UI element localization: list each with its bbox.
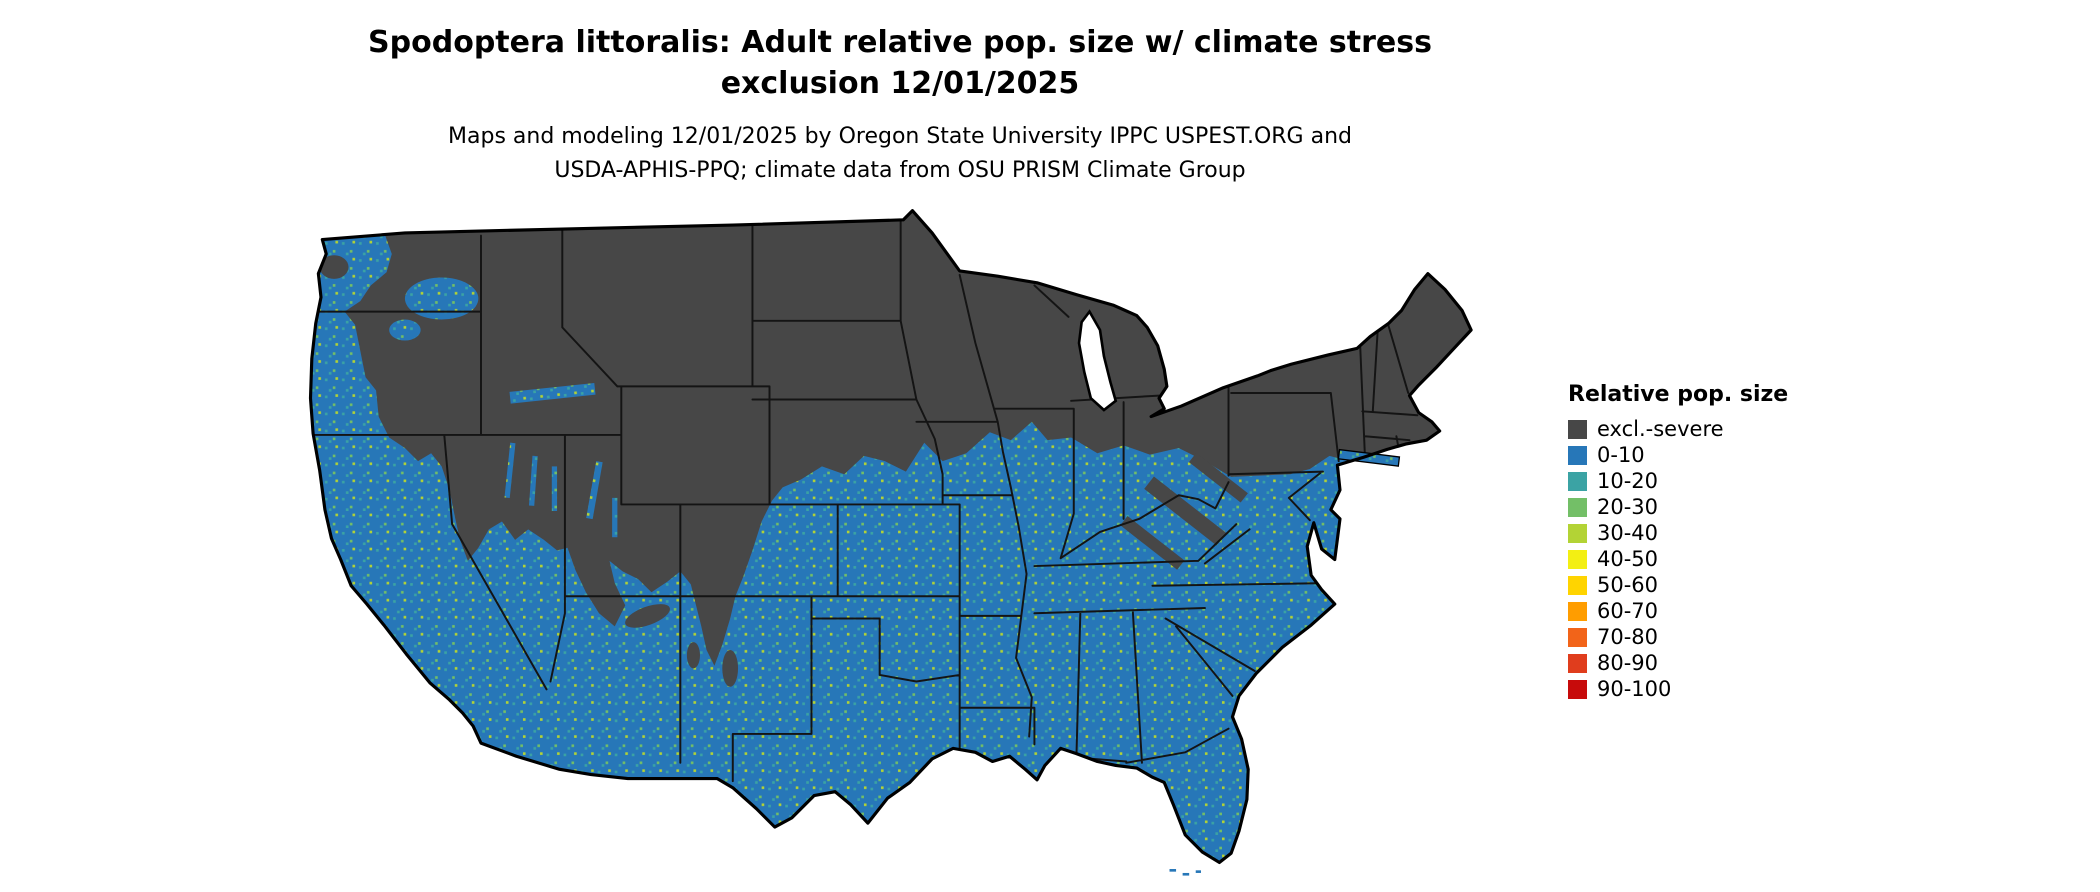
florida-keys [1169, 869, 1201, 876]
map-region-excluded-patches [319, 255, 1248, 687]
legend-entry: 20-30 [1568, 495, 1868, 519]
legend-swatch-70-80 [1568, 627, 1587, 647]
figure-title-line1: Spodoptera littoralis: Adult relative po… [368, 25, 1432, 60]
legend-entry: 50-60 [1568, 573, 1868, 597]
legend-swatch-excl-severe [1568, 419, 1587, 439]
lake-michigan [1077, 309, 1118, 412]
legend-label: 30-40 [1597, 521, 1659, 545]
map-region-suitable-patches [389, 277, 618, 538]
figure-subtitle-line1: Maps and modeling 12/01/2025 by Oregon S… [448, 124, 1352, 149]
legend-swatch-20-30 [1568, 497, 1587, 517]
legend-label: 10-20 [1597, 469, 1659, 493]
legend-label: 20-30 [1597, 495, 1659, 519]
legend-swatch-30-40 [1568, 523, 1587, 543]
map-legend: Relative pop. size excl.-severe 0-10 10-… [1568, 382, 1868, 705]
legend-title: Relative pop. size [1568, 382, 1789, 407]
legend-label: 50-60 [1597, 573, 1659, 597]
legend-swatch-80-90 [1568, 653, 1587, 673]
legend-label: 60-70 [1597, 599, 1659, 623]
legend-entry: 60-70 [1568, 599, 1868, 623]
legend-label: 40-50 [1597, 547, 1659, 571]
legend-entry: 40-50 [1568, 547, 1868, 571]
figure-title-line2: exclusion 12/01/2025 [720, 66, 1080, 101]
legend-entry: 90-100 [1568, 677, 1868, 701]
legend-label: 70-80 [1597, 625, 1659, 649]
legend-entry: 0-10 [1568, 443, 1868, 467]
legend-swatch-60-70 [1568, 601, 1587, 621]
legend-entry: 80-90 [1568, 651, 1868, 675]
us-border-outline [308, 209, 1473, 865]
legend-entry: 70-80 [1568, 625, 1868, 649]
legend-swatch-10-20 [1568, 471, 1587, 491]
legend-label: 0-10 [1597, 443, 1645, 467]
legend-swatch-0-10 [1568, 445, 1587, 465]
us-map [308, 209, 1473, 876]
legend-label: 80-90 [1597, 651, 1659, 675]
figure-header: Spodoptera littoralis: Adult relative po… [285, 22, 1515, 188]
legend-swatch-40-50 [1568, 549, 1587, 569]
figure-title: Spodoptera littoralis: Adult relative po… [285, 22, 1515, 104]
legend-entry: 30-40 [1568, 521, 1868, 545]
legend-entry: 10-20 [1568, 469, 1868, 493]
figure-subtitle: Maps and modeling 12/01/2025 by Oregon S… [285, 120, 1515, 188]
long-island [1337, 448, 1401, 467]
figure-subtitle-line2: USDA-APHIS-PPQ; climate data from OSU PR… [554, 158, 1246, 183]
legend-label: 90-100 [1597, 677, 1672, 701]
legend-swatch-90-100 [1568, 679, 1587, 699]
legend-label: excl.-severe [1597, 417, 1724, 441]
state-borders [312, 218, 1419, 783]
legend-entry: excl.-severe [1568, 417, 1868, 441]
legend-swatch-50-60 [1568, 575, 1587, 595]
